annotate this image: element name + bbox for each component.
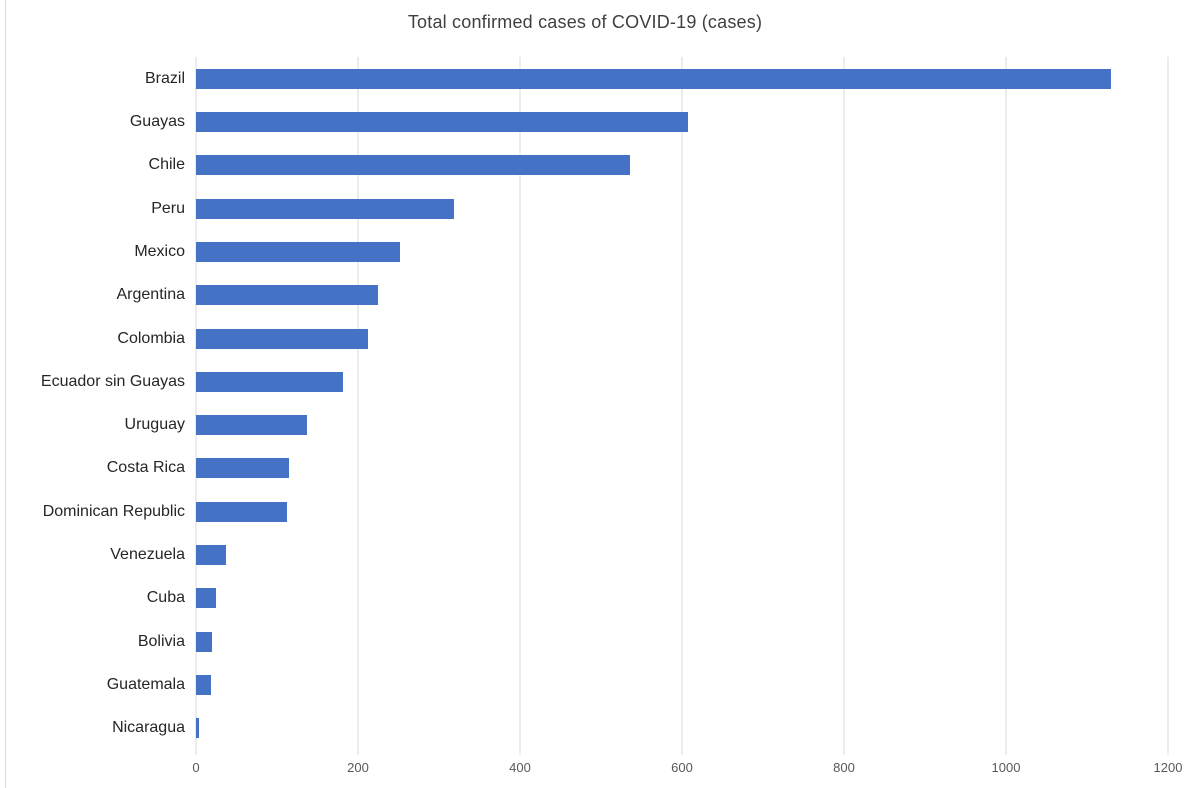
bar-row: Chile (0, 144, 1168, 187)
gridline (681, 57, 683, 750)
category-label: Nicaragua (112, 719, 185, 737)
bar-track (196, 620, 1168, 663)
bar-track (196, 274, 1168, 317)
bar-cuba (196, 588, 217, 609)
x-tick-label: 0 (192, 760, 200, 775)
bar-row: Argentina (0, 274, 1168, 317)
bar-track (196, 360, 1168, 403)
category-label: Guayas (129, 112, 185, 130)
category-label: Bolivia (137, 632, 185, 650)
x-tick-label: 200 (347, 760, 369, 775)
category-label: Costa Rica (106, 459, 185, 477)
bar-track (196, 57, 1168, 100)
bar-track (196, 100, 1168, 143)
gridline (1167, 57, 1169, 750)
bar-track (196, 187, 1168, 230)
bar-track (196, 447, 1168, 490)
bar-brazil (196, 68, 1112, 89)
bar-track (196, 663, 1168, 706)
x-tick-mark (681, 746, 683, 755)
bar-ecuador-sin-guayas (196, 371, 344, 392)
x-tick-mark (1167, 746, 1169, 755)
category-label: Venezuela (110, 546, 185, 564)
bar-venezuela (196, 545, 226, 566)
bar-track (196, 533, 1168, 576)
category-label: Brazil (144, 69, 185, 87)
bar-nicaragua (196, 718, 200, 739)
bar-row: Peru (0, 187, 1168, 230)
gridline (519, 57, 521, 750)
gridline (843, 57, 845, 750)
bar-colombia (196, 328, 368, 349)
x-tick-mark (357, 746, 359, 755)
gridline (195, 57, 197, 750)
category-label: Argentina (116, 286, 186, 304)
bar-dominican-republic (196, 501, 287, 522)
gridline (357, 57, 359, 750)
category-label: Dominican Republic (42, 502, 185, 520)
x-tick-mark (519, 746, 521, 755)
bar-row: Cuba (0, 577, 1168, 620)
bar-uruguay (196, 415, 307, 436)
bar-row: Uruguay (0, 404, 1168, 447)
category-label: Peru (151, 199, 185, 217)
bar-row: Brazil (0, 57, 1168, 100)
x-tick-label: 400 (509, 760, 531, 775)
bar-track (196, 707, 1168, 750)
bar-costa-rica (196, 458, 290, 479)
bar-row: Mexico (0, 230, 1168, 273)
bar-argentina (196, 285, 379, 306)
gridlines (195, 57, 1169, 750)
bar-guayas (196, 111, 689, 132)
bar-chile (196, 155, 631, 176)
category-label: Ecuador sin Guayas (40, 372, 185, 390)
chart-title: Total confirmed cases of COVID-19 (cases… (407, 12, 763, 32)
gridline (1005, 57, 1007, 750)
category-label: Colombia (117, 329, 185, 347)
bar-mexico (196, 241, 401, 262)
category-label: Guatemala (106, 676, 185, 694)
bar-track (196, 317, 1168, 360)
bar-row: Bolivia (0, 620, 1168, 663)
category-label: Mexico (134, 242, 185, 260)
x-tick-label: 800 (833, 760, 855, 775)
bar-row: Costa Rica (0, 447, 1168, 490)
bar-row: Colombia (0, 317, 1168, 360)
bar-track (196, 230, 1168, 273)
bar-track (196, 144, 1168, 187)
bar-row: Nicaragua (0, 707, 1168, 750)
category-label: Cuba (146, 589, 185, 607)
x-tick-label: 1000 (991, 760, 1021, 775)
x-tick-label: 1200 (1153, 760, 1183, 775)
x-axis: 0 200 400 600 800 1000 1200 (192, 746, 1182, 788)
category-label: Chile (148, 156, 185, 174)
bar-row: Guayas (0, 100, 1168, 143)
bar-row: Dominican Republic (0, 490, 1168, 533)
x-tick-mark (1005, 746, 1007, 755)
bar-row: Guatemala (0, 663, 1168, 706)
category-label: Uruguay (124, 416, 185, 434)
plot-area: Brazil Guayas Chile Peru Mexico Argentina Colo… (0, 57, 1168, 750)
chart-left-border (5, 0, 6, 788)
bar-bolivia (196, 631, 213, 652)
bar-track (196, 404, 1168, 447)
x-tick-label: 600 (671, 760, 693, 775)
x-tick-mark (843, 746, 845, 755)
bar-guatemala (196, 675, 211, 696)
bar-row: Venezuela (0, 533, 1168, 576)
bar-row: Ecuador sin Guayas (0, 360, 1168, 403)
bar-track (196, 490, 1168, 533)
x-tick-mark (195, 746, 197, 755)
bar-peru (196, 198, 454, 219)
bar-track (196, 577, 1168, 620)
